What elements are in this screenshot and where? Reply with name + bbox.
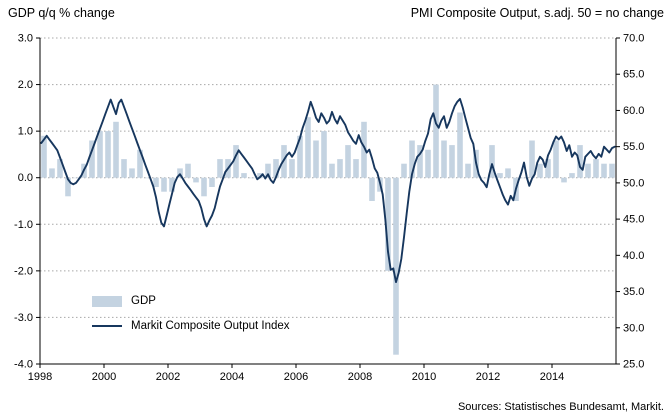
legend-label-markit: Markit Composite Output Index — [131, 320, 290, 332]
svg-text:1998: 1998 — [28, 371, 52, 383]
svg-text:45.0: 45.0 — [623, 214, 644, 226]
svg-text:-1.0: -1.0 — [14, 219, 33, 231]
svg-text:-3.0: -3.0 — [14, 312, 33, 324]
svg-text:2000: 2000 — [92, 371, 116, 383]
legend-item-markit: Markit Composite Output Index — [92, 317, 290, 335]
svg-text:25.0: 25.0 — [623, 359, 644, 371]
svg-text:30.0: 30.0 — [623, 322, 644, 334]
svg-text:60.0: 60.0 — [623, 105, 644, 117]
svg-text:40.0: 40.0 — [623, 250, 644, 262]
svg-text:2008: 2008 — [348, 371, 372, 383]
svg-text:-4.0: -4.0 — [14, 359, 33, 371]
svg-text:2002: 2002 — [156, 371, 180, 383]
svg-text:55.0: 55.0 — [623, 141, 644, 153]
svg-text:50.0: 50.0 — [623, 177, 644, 189]
legend-label-gdp: GDP — [131, 295, 156, 307]
svg-text:3.0: 3.0 — [18, 33, 33, 45]
svg-text:35.0: 35.0 — [623, 286, 644, 298]
svg-text:65.0: 65.0 — [623, 69, 644, 81]
gdp-bar-swatch-icon — [92, 295, 122, 307]
right-axis-title: PMI Composite Output, s.adj. 50 = no cha… — [410, 6, 664, 20]
markit-line-swatch-icon — [92, 324, 122, 328]
svg-text:1.0: 1.0 — [18, 126, 33, 138]
svg-text:-2.0: -2.0 — [14, 265, 33, 277]
chart-legend: GDP Markit Composite Output Index — [92, 292, 290, 342]
svg-text:2010: 2010 — [412, 371, 436, 383]
svg-text:2014: 2014 — [540, 371, 564, 383]
legend-item-gdp: GDP — [92, 292, 290, 310]
left-axis-title: GDP q/q % change — [8, 6, 115, 20]
svg-text:2006: 2006 — [284, 371, 308, 383]
svg-text:2.0: 2.0 — [18, 79, 33, 91]
svg-text:2012: 2012 — [476, 371, 500, 383]
svg-text:70.0: 70.0 — [623, 33, 644, 45]
sources-note: Sources: Statistisches Bundesamt, Markit… — [457, 401, 664, 413]
svg-text:2004: 2004 — [220, 371, 244, 383]
svg-text:0.0: 0.0 — [18, 172, 33, 184]
